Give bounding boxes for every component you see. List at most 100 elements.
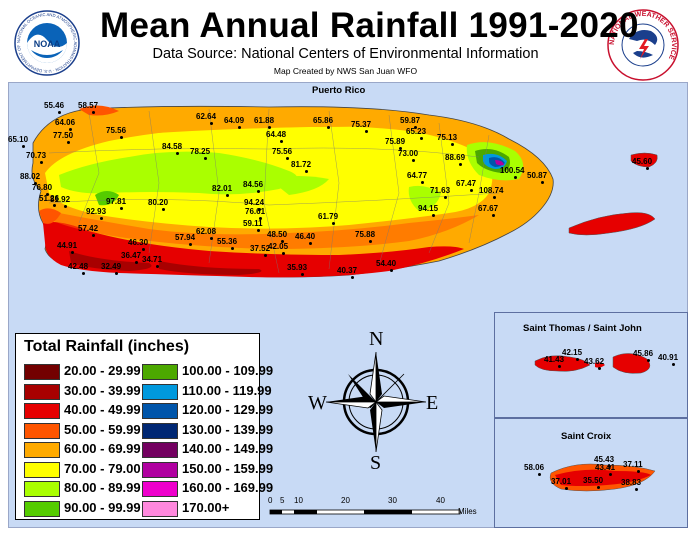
- station-marker: [53, 204, 56, 207]
- station-marker: [258, 208, 261, 211]
- station-value: 61.88: [254, 116, 275, 125]
- station-marker: [204, 157, 207, 160]
- station-marker: [565, 487, 568, 490]
- station-marker: [135, 261, 138, 264]
- station-marker: [459, 163, 462, 166]
- station-value: 67.47: [456, 179, 477, 188]
- station-marker: [210, 237, 213, 240]
- station-marker: [390, 269, 393, 272]
- legend-label: 60.00 - 69.99: [64, 441, 141, 456]
- noaa-logo: NATIONAL OCEANIC AND ATMOSPHERIC ADMINIS…: [12, 6, 80, 76]
- station-value: 45.60: [632, 157, 653, 166]
- legend-swatch: [142, 461, 178, 478]
- legend-title: Total Rainfall (inches): [24, 338, 190, 355]
- station-marker: [280, 140, 283, 143]
- map-credit: Map Created by NWS San Juan WFO: [273, 66, 418, 76]
- station-value: 59.11: [243, 219, 263, 228]
- station-marker: [332, 222, 335, 225]
- station-value: 37.11: [623, 460, 643, 469]
- station-marker: [257, 190, 260, 193]
- station-value: 38.83: [621, 478, 642, 487]
- station-marker: [412, 159, 415, 162]
- station-marker: [597, 486, 600, 489]
- station-marker: [451, 143, 454, 146]
- station-marker: [257, 229, 260, 232]
- legend-swatch: [142, 383, 178, 400]
- scale-tick-label: 0: [268, 496, 273, 505]
- legend-swatch: [142, 403, 178, 419]
- station-marker: [238, 126, 241, 129]
- legend-swatch: [24, 364, 60, 380]
- station-value: 62.64: [196, 112, 217, 121]
- station-marker: [226, 194, 229, 197]
- legend-swatch: [142, 442, 178, 458]
- station-marker: [538, 473, 541, 476]
- station-value: 67.67: [478, 204, 499, 213]
- map-subtitle: Data Source: National Centers of Environ…: [152, 46, 539, 62]
- station-marker: [120, 136, 123, 139]
- station-value: 58.57: [78, 101, 99, 110]
- main-island: [31, 105, 554, 278]
- puerto-rico-label: Puerto Rico: [312, 85, 366, 96]
- station-value: 50.87: [527, 171, 548, 180]
- station-value: 76.61: [245, 207, 266, 216]
- station-marker: [67, 141, 70, 144]
- legend-label: 30.00 - 39.99: [64, 382, 141, 398]
- station-marker: [646, 167, 649, 170]
- station-marker: [470, 189, 473, 192]
- station-value: 42.48: [68, 262, 89, 271]
- legend-label: 50.00 - 59.99: [64, 421, 141, 437]
- scale-bar: 0 5 10 20 30 40 Miles: [268, 496, 490, 522]
- station-value: 45.86: [633, 349, 654, 358]
- station-marker: [399, 147, 402, 150]
- station-value: 75.13: [437, 133, 458, 142]
- station-marker: [46, 193, 49, 196]
- station-value: 92.93: [86, 207, 107, 216]
- station-value: 35.93: [287, 263, 308, 272]
- station-marker: [647, 359, 650, 362]
- station-value: 61.79: [318, 212, 339, 221]
- station-marker: [264, 254, 267, 257]
- station-value: 64.06: [55, 118, 76, 127]
- station-value: 34.71: [142, 255, 163, 264]
- station-value: 42.15: [562, 348, 583, 357]
- station-marker: [34, 182, 37, 185]
- station-value: 44.91: [57, 241, 78, 250]
- scale-unit: Miles: [458, 507, 477, 516]
- station-marker: [305, 170, 308, 173]
- station-marker: [351, 276, 354, 279]
- legend-label: 150.00 - 159.99: [182, 460, 274, 476]
- station-marker: [420, 137, 423, 140]
- station-marker: [64, 205, 67, 208]
- nws-logo: NATIONAL WEATHER SERVICE: [607, 9, 679, 81]
- station-marker: [327, 126, 330, 129]
- station-value: 71.63: [430, 186, 451, 195]
- legend-label: 140.00 - 149.99: [182, 441, 274, 456]
- station-value: 75.37: [351, 120, 372, 129]
- station-marker: [608, 465, 611, 468]
- legend-label: 90.00 - 99.99: [64, 499, 141, 515]
- station-value: 65.86: [313, 116, 334, 125]
- station-value: 40.37: [337, 266, 358, 275]
- scale-tick-label: 40: [436, 496, 445, 505]
- station-marker: [120, 207, 123, 210]
- legend-swatch: [142, 422, 178, 439]
- station-marker: [231, 247, 234, 250]
- station-value: 37.01: [551, 477, 572, 486]
- station-marker: [421, 181, 424, 184]
- station-value: 94.24: [244, 198, 265, 207]
- st-thomas-panel: Saint Thomas / Saint John: [494, 312, 688, 418]
- station-value: 40.91: [658, 353, 679, 362]
- legend-swatch: [24, 500, 60, 517]
- station-marker: [365, 130, 368, 133]
- legend-label: 160.00 - 169.99: [182, 480, 274, 495]
- station-marker: [210, 122, 213, 125]
- station-marker: [286, 157, 289, 160]
- station-value: 84.56: [243, 180, 264, 189]
- station-value: 62.08: [196, 227, 217, 236]
- legend-label: 80.00 - 89.99: [64, 480, 141, 495]
- legend-label: 40.00 - 49.99: [64, 402, 141, 417]
- st-croix-panel: Saint Croix: [494, 418, 688, 528]
- station-marker: [637, 470, 640, 473]
- station-value: 80.20: [148, 198, 169, 207]
